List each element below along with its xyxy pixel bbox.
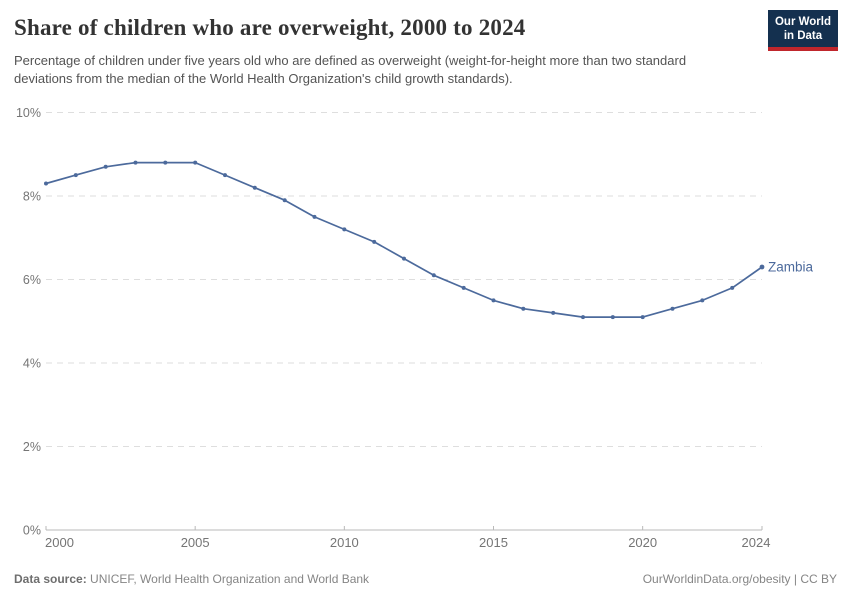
x-tick-label-2020: 2020: [628, 535, 657, 550]
data-source-label: Data source:: [14, 572, 87, 586]
line-chart[interactable]: 0% 2% 4% 6% 8% 10% 2000 2005 2010 2015 2020 2024 Zam…: [0, 100, 850, 560]
owid-logo-line2: in Data: [783, 29, 823, 42]
chart-subtitle: Percentage of children under five years …: [14, 53, 687, 86]
y-tick-label-6: 6%: [23, 273, 41, 287]
series-line-zambia[interactable]: [45, 161, 763, 318]
data-point-2007[interactable]: [252, 185, 257, 190]
data-point-2010[interactable]: [342, 227, 347, 232]
data-point-2011[interactable]: [372, 239, 377, 244]
x-tick-label-2000: 2000: [45, 535, 74, 550]
data-point-2009[interactable]: [312, 214, 317, 219]
data-point-2017[interactable]: [551, 310, 556, 315]
attribution-link[interactable]: OurWorldinData.org/obesity | CC BY: [642, 572, 837, 586]
owid-logo[interactable]: Our World in Data: [767, 10, 838, 51]
y-tick-label-4: 4%: [23, 357, 41, 371]
y-tick-label-0: 0%: [23, 524, 41, 538]
series-end-label-zambia[interactable]: Zambia: [768, 260, 814, 275]
data-point-2001[interactable]: [73, 173, 78, 178]
y-tick-label-8: 8%: [23, 190, 41, 204]
data-source-value: UNICEF, World Health Organization and Wo…: [90, 572, 370, 586]
data-point-2008[interactable]: [282, 198, 287, 203]
data-point-2004[interactable]: [163, 160, 168, 165]
data-point-2015[interactable]: [491, 298, 496, 303]
owid-logo-line1: Our World: [774, 16, 831, 28]
data-point-2006[interactable]: [223, 173, 227, 178]
data-point-2020[interactable]: [640, 315, 645, 320]
data-point-2003[interactable]: [133, 160, 138, 165]
data-point-2000[interactable]: [44, 181, 48, 186]
data-source: Data source: UNICEF, World Health Organi…: [14, 572, 369, 587]
data-point-2022[interactable]: [700, 298, 705, 303]
data-point-2024[interactable]: [759, 264, 765, 270]
data-point-2012[interactable]: [402, 256, 406, 261]
data-point-2013[interactable]: [431, 273, 436, 278]
chart-footer: Data source: UNICEF, World Health Organi…: [14, 572, 837, 587]
x-tick-label-2005: 2005: [181, 535, 210, 550]
x-tick-label-2010: 2010: [330, 535, 359, 550]
y-tick-label-2: 2%: [23, 440, 41, 454]
data-point-2023[interactable]: [730, 285, 735, 290]
data-point-2002[interactable]: [103, 164, 108, 169]
data-point-2019[interactable]: [610, 315, 615, 320]
x-tick-label-2015: 2015: [479, 535, 508, 550]
data-point-2016[interactable]: [521, 306, 526, 311]
x-tick-label-2024: 2024: [742, 535, 771, 550]
y-tick-label-10: 10%: [16, 106, 41, 120]
data-point-2018[interactable]: [581, 315, 585, 320]
data-point-2021[interactable]: [670, 306, 675, 311]
page-title: Share of children who are overweight, 20…: [14, 15, 526, 40]
data-point-2005[interactable]: [193, 160, 198, 165]
data-point-2014[interactable]: [461, 285, 466, 290]
